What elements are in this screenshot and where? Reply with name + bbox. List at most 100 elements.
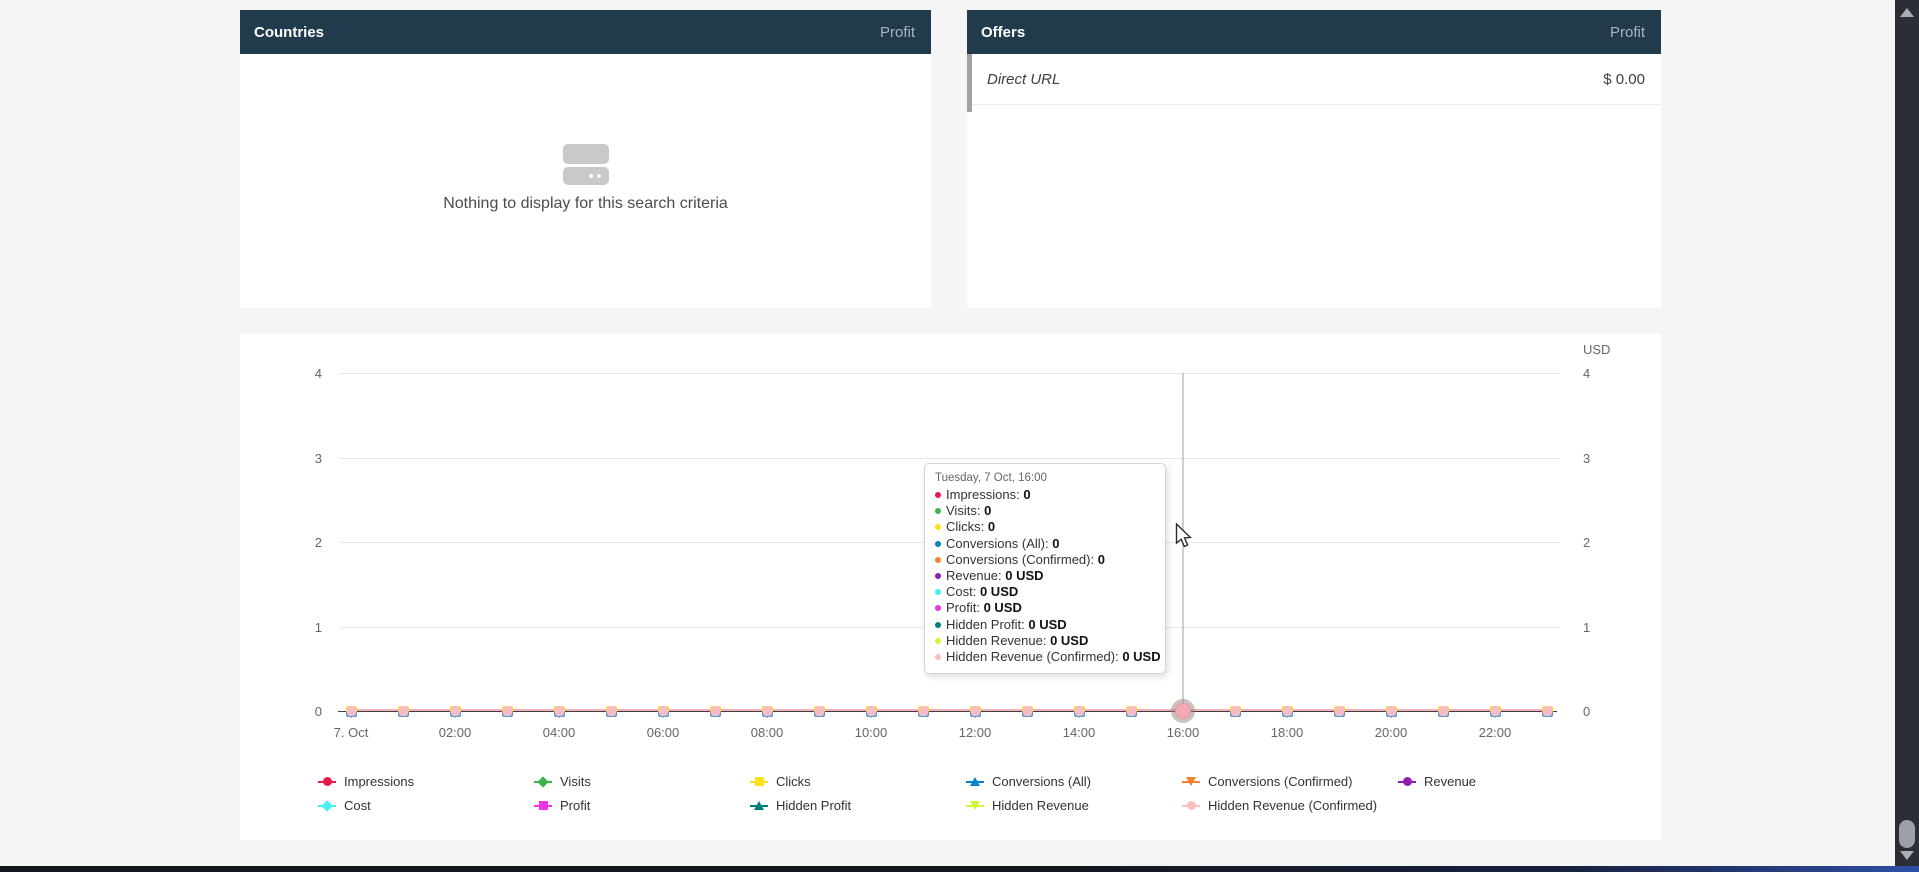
series-bullet-icon	[935, 508, 941, 515]
data-point-5[interactable]	[605, 706, 617, 717]
gridline-y-3	[340, 457, 1560, 459]
marker-layer-hidden-revenue-confirmed	[398, 706, 408, 716]
legend-item-impressions[interactable]: Impressions	[318, 772, 534, 791]
tooltip-item-hidden-revenue: Hidden Revenue: 0 USD	[935, 633, 1155, 649]
series-bullet-icon	[935, 654, 941, 661]
legend-shape	[322, 777, 332, 786]
legend-shape	[537, 775, 549, 788]
chart-tooltip: Tuesday, 7 Oct, 16:00 Impressions: 0 Visit…	[924, 463, 1166, 675]
legend-item-visits[interactable]: Visits	[534, 772, 750, 791]
vertical-scrollbar[interactable]	[1895, 0, 1919, 866]
data-point-22[interactable]	[1489, 706, 1501, 717]
tooltip-value: 0 USD	[1050, 632, 1089, 648]
legend-item-profit[interactable]: Profit	[534, 796, 750, 815]
legend-label: Cost	[344, 798, 371, 813]
offers-panel-header: Offers Profit	[967, 10, 1661, 54]
marker-layer-hidden-revenue-confirmed	[346, 706, 356, 716]
y-axis-label-left-2: 2	[314, 535, 322, 550]
circle-marker-icon	[1182, 800, 1200, 812]
tooltip-value: 0 USD	[1028, 616, 1067, 632]
offer-name[interactable]: Direct URL	[987, 70, 1061, 88]
data-point-23[interactable]	[1541, 706, 1553, 717]
marker-layer-hidden-revenue-confirmed	[1334, 706, 1344, 716]
legend-item-hidden-revenue[interactable]: Hidden Revenue	[966, 796, 1182, 815]
marker-layer-hidden-revenue-confirmed	[970, 706, 980, 716]
bottom-taskbar	[0, 866, 1919, 872]
legend-label: Conversions (Confirmed)	[1208, 774, 1353, 789]
data-point-1[interactable]	[397, 706, 409, 717]
marker-layer-hidden-revenue-confirmed	[762, 706, 772, 716]
tooltip-label: Hidden Revenue (Confirmed):	[946, 649, 1123, 665]
legend-item-cost[interactable]: Cost	[318, 796, 534, 815]
tooltip-item-hidden-revenue-confirmed: Hidden Revenue (Confirmed): 0 USD	[935, 649, 1161, 665]
data-point-18[interactable]	[1281, 706, 1293, 717]
tooltip-value: 0	[1097, 551, 1105, 567]
tooltip-item-visits: Visits: 0	[935, 503, 1155, 519]
table-row-direct-url[interactable]: Direct URL $ 0.00	[967, 54, 1661, 105]
legend-shape	[1186, 801, 1196, 810]
tooltip-label: Conversions (All):	[946, 535, 1053, 551]
legend-label: Hidden Revenue (Confirmed)	[1208, 798, 1378, 813]
legend-shape	[321, 799, 333, 812]
legend-shape	[970, 777, 980, 786]
legend-label: Conversions (All)	[992, 774, 1091, 789]
marker-layer-hidden-revenue-confirmed	[502, 706, 512, 716]
data-point-13[interactable]	[1021, 706, 1033, 717]
data-point-7[interactable]	[709, 706, 721, 717]
legend-shape	[1186, 777, 1196, 786]
marker-layer-hidden-revenue-confirmed	[1438, 706, 1448, 716]
data-point-8[interactable]	[761, 706, 773, 717]
legend-item-clicks[interactable]: Clicks	[750, 772, 966, 791]
data-point-9[interactable]	[813, 706, 825, 717]
data-point-14[interactable]	[1073, 706, 1085, 717]
legend-item-hidden-profit[interactable]: Hidden Profit	[750, 796, 966, 815]
scroll-down-icon[interactable]	[1900, 851, 1914, 860]
data-point-21[interactable]	[1437, 706, 1449, 717]
marker-layer-hidden-revenue-confirmed	[918, 706, 928, 716]
legend-shape	[754, 777, 764, 786]
data-point-17[interactable]	[1229, 706, 1241, 717]
legend-item-hidden-revenue-confirmed[interactable]: Hidden Revenue (Confirmed)	[1182, 796, 1398, 815]
tooltip-item-conversions-confirmed: Conversions (Confirmed): 0	[935, 552, 1155, 568]
marker-layer-hidden-revenue-confirmed	[1126, 706, 1136, 716]
circle-marker-icon	[318, 776, 336, 788]
triangle-up-marker-icon	[966, 776, 984, 788]
tooltip-value: 0 USD	[1122, 649, 1161, 665]
hovered-data-point[interactable]	[1175, 703, 1191, 719]
series-bullet-icon	[935, 556, 941, 563]
data-point-4[interactable]	[553, 706, 565, 717]
y-axis-label-left-0: 0	[314, 704, 322, 719]
data-point-11[interactable]	[917, 706, 929, 717]
scrollbar-thumb[interactable]	[1899, 820, 1915, 848]
marker-layer-hidden-revenue-confirmed	[710, 706, 720, 716]
scroll-up-icon[interactable]	[1900, 8, 1914, 17]
tooltip-item-revenue: Revenue: 0 USD	[935, 568, 1155, 584]
legend-label: Clicks	[776, 774, 811, 789]
data-point-19[interactable]	[1333, 706, 1345, 717]
data-point-20[interactable]	[1385, 706, 1397, 717]
series-bullet-icon	[935, 637, 941, 644]
marker-layer-hidden-revenue-confirmed	[658, 706, 668, 716]
countries-panel: Countries Profit Nothing to display for …	[240, 10, 931, 308]
tooltip-label: Visits:	[946, 503, 985, 519]
legend-label: Profit	[560, 798, 591, 813]
data-point-3[interactable]	[501, 706, 513, 717]
legend-item-conversions-confirmed[interactable]: Conversions (Confirmed)	[1182, 772, 1398, 791]
tooltip-item-cost: Cost: 0 USD	[935, 584, 1155, 600]
legend-item-conversions-all[interactable]: Conversions (All)	[966, 772, 1182, 791]
marker-layer-hidden-revenue-confirmed	[1490, 706, 1500, 716]
tooltip-item-conversions-all: Conversions (All): 0	[935, 536, 1155, 552]
legend-item-revenue[interactable]: Revenue	[1398, 772, 1614, 791]
data-point-0[interactable]	[345, 706, 357, 717]
tooltip-value: 0 USD	[1005, 568, 1044, 584]
data-point-10[interactable]	[865, 706, 877, 717]
legend-label: Impressions	[344, 774, 415, 789]
data-point-15[interactable]	[1125, 706, 1137, 717]
tooltip-label: Cost:	[946, 584, 980, 600]
square-marker-icon	[750, 776, 768, 788]
data-point-2[interactable]	[449, 706, 461, 717]
data-point-12[interactable]	[969, 706, 981, 717]
data-point-6[interactable]	[657, 706, 669, 717]
mouse-cursor-icon	[1175, 523, 1192, 548]
gridline-y-2	[340, 542, 1560, 543]
